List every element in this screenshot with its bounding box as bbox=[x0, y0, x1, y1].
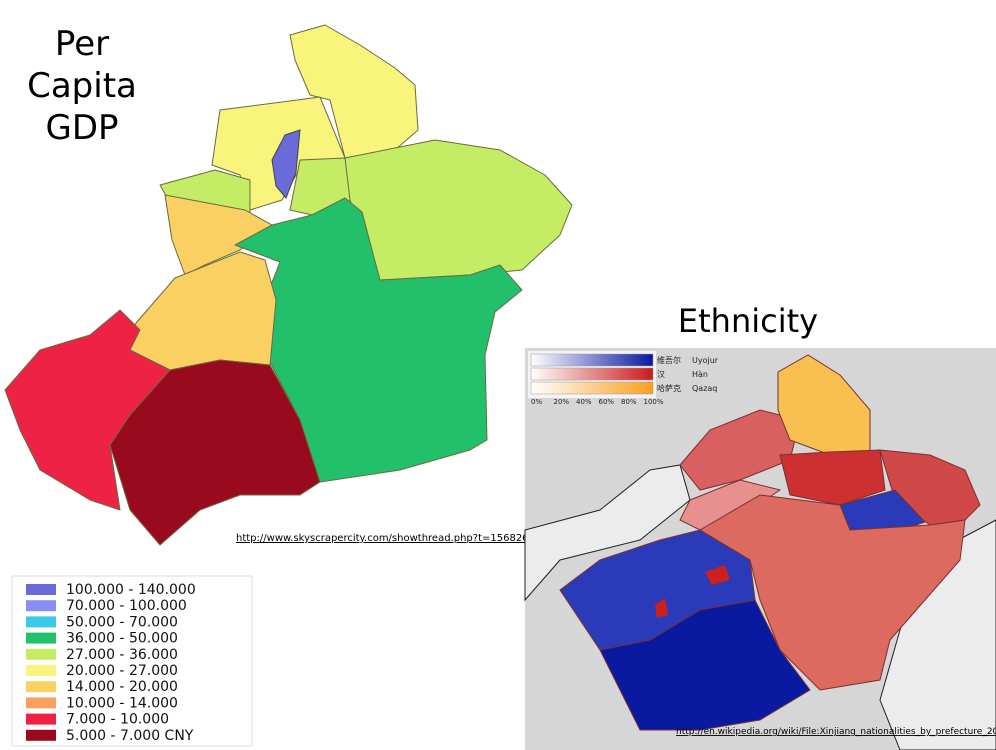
neighbor bbox=[879, 519, 996, 750]
region bbox=[699, 494, 966, 691]
legend-swatch bbox=[26, 729, 56, 741]
legend-label: 10.000 - 14.000 bbox=[66, 695, 178, 711]
legend-label: 14.000 - 20.000 bbox=[66, 679, 178, 695]
legend-swatch bbox=[26, 681, 56, 693]
title-line: GDP bbox=[45, 108, 118, 148]
region bbox=[705, 565, 730, 585]
legend-latin: Uyojur bbox=[692, 356, 719, 365]
ethnicity-title: Ethnicity bbox=[678, 302, 818, 340]
scale-label: 0% bbox=[531, 398, 542, 406]
legend-swatch bbox=[26, 697, 56, 709]
ethnicity-source: http://en.wikipedia.org/wiki/File:Xinjia… bbox=[676, 727, 996, 737]
scale-label: 40% bbox=[576, 398, 592, 406]
gdp-source: http://www.skyscrapercity.com/showthread… bbox=[236, 533, 535, 544]
region bbox=[109, 359, 321, 546]
title-line: Per bbox=[55, 24, 109, 64]
legend-swatch bbox=[26, 600, 56, 612]
legend-native: 维吾尔 bbox=[657, 355, 681, 365]
legend-swatch bbox=[26, 584, 56, 595]
legend-label: 27.000 - 36.000 bbox=[66, 647, 178, 663]
gdp-map bbox=[4, 24, 573, 546]
scale-label: 100% bbox=[644, 398, 664, 406]
ethnicity-legend: 维吾尔 Uyojur 汉 Hàn 哈萨克 Qazaq 0% 20% 40% 60% 80% 100% bbox=[530, 353, 719, 406]
legend-ramp bbox=[530, 381, 654, 395]
ethnicity-map: 维吾尔 Uyojur 汉 Hàn 哈萨克 Qazaq 0% 20% 40% 60% 80% 100% bbox=[524, 348, 996, 750]
scale-label: 80% bbox=[621, 398, 637, 406]
legend-label: 5.000 - 7.000 CNY bbox=[66, 728, 194, 744]
legend-swatch bbox=[26, 616, 56, 628]
region bbox=[289, 24, 419, 159]
legend-ramp bbox=[530, 353, 654, 367]
title-line: Capita bbox=[27, 66, 137, 106]
region bbox=[655, 598, 668, 618]
scale-label: 60% bbox=[599, 398, 615, 406]
region bbox=[779, 449, 886, 506]
legend-label: 50.000 - 70.000 bbox=[66, 614, 178, 630]
legend-label: 70.000 - 100.000 bbox=[66, 598, 187, 614]
legend-native: 汉 bbox=[657, 370, 665, 379]
legend-native: 哈萨克 bbox=[657, 383, 681, 393]
legend-latin: Hàn bbox=[692, 370, 708, 379]
scale-label: 20% bbox=[554, 398, 570, 406]
legend-swatch bbox=[26, 713, 56, 725]
legend-label: 7.000 - 10.000 bbox=[66, 712, 169, 728]
region bbox=[234, 197, 523, 483]
legend-label: 36.000 - 50.000 bbox=[66, 631, 178, 647]
legend-swatch bbox=[26, 648, 56, 660]
legend-swatch bbox=[26, 665, 56, 676]
legend-label: 100.000 - 140.000 bbox=[66, 582, 196, 598]
legend-ramp bbox=[530, 367, 654, 381]
legend-latin: Qazaq bbox=[692, 384, 717, 393]
gdp-title: Per Capita GDP bbox=[27, 24, 137, 148]
legend-label: 20.000 - 27.000 bbox=[66, 663, 178, 679]
region bbox=[164, 194, 273, 276]
lake-region bbox=[271, 129, 301, 199]
region bbox=[599, 599, 811, 731]
legend-swatch bbox=[26, 632, 56, 644]
